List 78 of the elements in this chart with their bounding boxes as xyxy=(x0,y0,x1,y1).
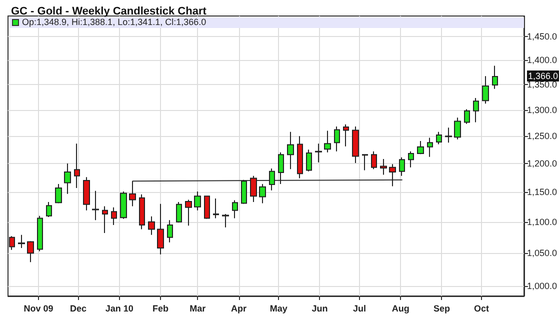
y-tick-label: 1,400.0 xyxy=(526,55,558,66)
x-tick-label: May xyxy=(270,304,288,314)
candlestick xyxy=(427,137,433,158)
y-tick-label: 1,050.0 xyxy=(526,248,558,258)
candlestick xyxy=(18,234,25,249)
x-tick-label: Jun xyxy=(312,304,328,314)
candlestick xyxy=(64,163,71,194)
candlestick xyxy=(204,195,210,220)
candlestick xyxy=(176,202,182,224)
y-tick-label: 1,200.0 xyxy=(526,158,558,169)
candlestick xyxy=(194,190,201,211)
x-tick-label: Nov 09 xyxy=(24,304,54,314)
candlestick xyxy=(129,180,136,207)
candlestick xyxy=(83,176,90,211)
chart-title: GC - Gold - Weekly Candlestick Chart xyxy=(11,6,207,18)
x-tick-label: Aug xyxy=(392,304,410,314)
candlestick xyxy=(454,117,461,140)
candlestick xyxy=(408,150,414,168)
text: 1,366.0 xyxy=(528,71,558,82)
candlestick xyxy=(389,164,396,187)
y-tick-label: 1,150.0 xyxy=(526,187,558,198)
candlestick xyxy=(213,198,219,219)
candlestick xyxy=(371,150,377,170)
candlestick xyxy=(120,190,127,220)
annotation: Op:1,348.9, Hi:1,388.1, Lo:1,341.1, Cl:1,366.0 xyxy=(22,17,206,27)
x-tick-label: Sep xyxy=(433,304,450,314)
candlestick xyxy=(222,214,229,228)
candlestick xyxy=(92,190,99,221)
x-tick-label: Feb xyxy=(152,304,170,314)
x-tick-label: Jul xyxy=(352,304,366,314)
candlestick xyxy=(473,98,479,123)
candlestick xyxy=(167,220,173,243)
candlestick xyxy=(250,175,257,203)
y-tick-label: 1,250.0 xyxy=(526,131,558,142)
candlestick xyxy=(287,131,294,170)
candlestick xyxy=(9,236,15,250)
candlestick xyxy=(37,215,43,252)
candlestick xyxy=(464,108,470,124)
candlestick xyxy=(148,216,155,236)
candlestick xyxy=(399,156,405,176)
candlestick xyxy=(232,200,238,219)
candlestick xyxy=(380,158,387,176)
candlestick xyxy=(27,240,34,263)
candlestick xyxy=(297,136,303,179)
candlestick xyxy=(259,183,266,204)
candlestick xyxy=(74,143,80,188)
candlestick xyxy=(278,152,284,184)
candlestick xyxy=(324,130,331,153)
candlestick xyxy=(269,168,275,191)
y-tick-label: 1,300.0 xyxy=(526,104,558,115)
candlestick xyxy=(241,179,247,204)
candlestick xyxy=(343,124,349,147)
candlestick xyxy=(334,126,340,152)
candlestick xyxy=(111,206,117,226)
y-tick-label: 1,350.0 xyxy=(526,79,558,90)
candlestick xyxy=(492,65,498,90)
candlestick xyxy=(185,199,192,226)
y-tick-label: 1,000.0 xyxy=(526,280,558,291)
candlestick xyxy=(482,76,489,104)
candlestick xyxy=(436,131,442,145)
candlestick xyxy=(445,127,452,144)
candlestick xyxy=(139,194,145,230)
x-tick-label: Apr xyxy=(231,304,248,314)
candlestick xyxy=(46,202,52,218)
x-tick-label: Oct xyxy=(474,304,490,314)
x-tick-label: Dec xyxy=(70,304,87,314)
x-tick-label: Mar xyxy=(190,304,206,314)
y-tick-label: 1,450.0 xyxy=(526,32,558,42)
candlestick xyxy=(362,154,368,171)
candlestick xyxy=(55,183,62,204)
candlestick xyxy=(352,126,359,164)
x-tick-label: Jan 10 xyxy=(105,304,134,314)
candlestick xyxy=(102,206,108,234)
candlestick xyxy=(315,143,322,163)
y-tick-label: 1,100.0 xyxy=(526,216,558,227)
candlestick xyxy=(417,140,424,155)
candlestick xyxy=(157,203,164,255)
candlestick xyxy=(306,149,312,172)
